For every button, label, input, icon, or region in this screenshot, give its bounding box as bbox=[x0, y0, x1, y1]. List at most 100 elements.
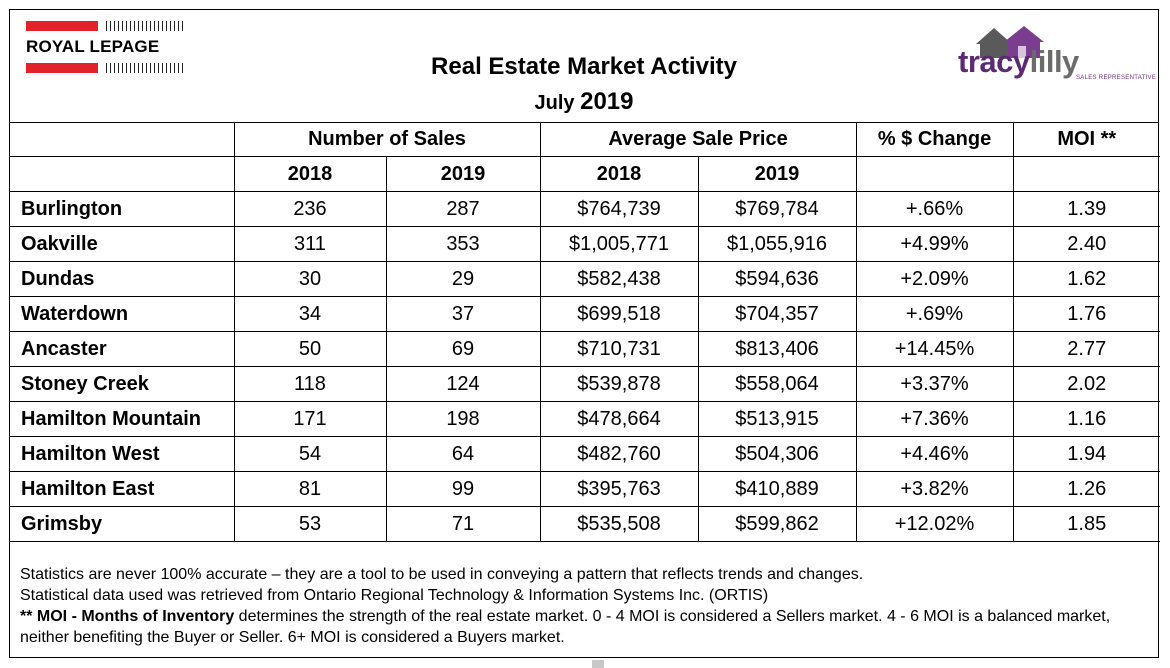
cell-sales-2019: 37 bbox=[385, 296, 541, 332]
cell-moi: 2.40 bbox=[1012, 226, 1161, 262]
cell-change: +3.37% bbox=[855, 366, 1014, 402]
cell-sales-2018: 118 bbox=[233, 366, 387, 402]
cell-sales-2018: 311 bbox=[233, 226, 387, 262]
cell-change: +.66% bbox=[855, 191, 1014, 227]
cell-price-2018: $582,438 bbox=[539, 261, 699, 297]
table-row: Oakville 311 353 $1,005,771 $1,055,916 +4.99%… bbox=[10, 226, 1161, 262]
cell-moi: 2.02 bbox=[1012, 366, 1161, 402]
cell-sales-2019: 198 bbox=[385, 401, 541, 437]
wordmark-tracy: tracy bbox=[958, 44, 1030, 79]
subtitle-year: 2019 bbox=[580, 88, 634, 115]
cell-sales-2018: 34 bbox=[233, 296, 387, 332]
cell-area: Dundas bbox=[10, 261, 235, 297]
cell-moi: 1.94 bbox=[1012, 436, 1161, 472]
cell-area: Hamilton West bbox=[10, 436, 235, 472]
cell-moi: 1.76 bbox=[1012, 296, 1161, 332]
header-number-of-sales: Number of Sales bbox=[233, 123, 541, 157]
year-header-price-2019: 2019 bbox=[697, 156, 857, 192]
cell-price-2018: $482,760 bbox=[539, 436, 699, 472]
tracy-lilly-logo: tracylilly SALES REPRESENTATIVE bbox=[958, 24, 1156, 86]
cell-area: Hamilton Mountain bbox=[10, 401, 235, 437]
logo-red-bar-bottom bbox=[26, 63, 98, 73]
note-moi: ** MOI - Months of Inventory determines … bbox=[20, 606, 1150, 648]
cell-sales-2019: 353 bbox=[385, 226, 541, 262]
table-row: Dundas 30 29 $582,438 $594,636 +2.09% 1.62 bbox=[10, 261, 1161, 297]
cell-moi: 1.26 bbox=[1012, 471, 1161, 507]
table-body: Burlington 236 287 $764,739 $769,784 +.66% 1.3… bbox=[10, 191, 1161, 542]
cell-area: Burlington bbox=[10, 191, 235, 227]
logo-ticks-bottom bbox=[106, 63, 186, 73]
cell-sales-2018: 50 bbox=[233, 331, 387, 367]
cell-price-2018: $710,731 bbox=[539, 331, 699, 367]
cell-price-2018: $764,739 bbox=[539, 191, 699, 227]
cell-sales-2019: 71 bbox=[385, 506, 541, 542]
note-accuracy: Statistics are never 100% accurate – the… bbox=[20, 566, 864, 583]
table-row: Burlington 236 287 $764,739 $769,784 +.66% 1.3… bbox=[10, 191, 1161, 227]
cell-sales-2019: 287 bbox=[385, 191, 541, 227]
market-activity-table: Number of Sales Average Sale Price % $ C… bbox=[10, 123, 1161, 542]
cell-area: Grimsby bbox=[10, 506, 235, 542]
cell-area: Waterdown bbox=[10, 296, 235, 332]
cell-change: +7.36% bbox=[855, 401, 1014, 437]
table-row: Grimsby 53 71 $535,508 $599,862 +12.02% 1.85 bbox=[10, 506, 1161, 542]
cell-change: +4.46% bbox=[855, 436, 1014, 472]
year-header-sales-2019: 2019 bbox=[385, 156, 541, 192]
cell-area: Stoney Creek bbox=[10, 366, 235, 402]
cell-price-2018: $535,508 bbox=[539, 506, 699, 542]
cell-area: Ancaster bbox=[10, 331, 235, 367]
cell-price-2019: $599,862 bbox=[697, 506, 857, 542]
cell-sales-2019: 64 bbox=[385, 436, 541, 472]
cell-change: +3.82% bbox=[855, 471, 1014, 507]
group-header-row: Number of Sales Average Sale Price % $ C… bbox=[10, 123, 1161, 157]
header-average-sale-price: Average Sale Price bbox=[539, 123, 857, 157]
logo-ticks-top bbox=[106, 21, 186, 31]
header-percent-change: % $ Change bbox=[855, 123, 1014, 157]
cell-sales-2018: 81 bbox=[233, 471, 387, 507]
note-moi-term: ** MOI - Months of Inventory bbox=[20, 608, 235, 625]
cell-price-2019: $558,064 bbox=[697, 366, 857, 402]
cell-sales-2018: 236 bbox=[233, 191, 387, 227]
year-header-price-2018: 2018 bbox=[539, 156, 699, 192]
cell-change: +.69% bbox=[855, 296, 1014, 332]
cell-sales-2019: 69 bbox=[385, 331, 541, 367]
cell-price-2018: $699,518 bbox=[539, 296, 699, 332]
wordmark-lilly: lilly bbox=[1029, 44, 1080, 79]
logo-red-bar-top bbox=[26, 21, 98, 31]
cell-price-2019: $704,357 bbox=[697, 296, 857, 332]
cell-moi: 1.39 bbox=[1012, 191, 1161, 227]
year-header-row: 2018 2019 2018 2019 bbox=[10, 156, 1161, 192]
cell-price-2018: $478,664 bbox=[539, 401, 699, 437]
header-moi: MOI ** bbox=[1012, 123, 1161, 157]
cell-price-2019: $594,636 bbox=[697, 261, 857, 297]
table-row: Hamilton East 81 99 $395,763 $410,889 +3.82% 1… bbox=[10, 471, 1161, 507]
sales-representative-tag: SALES REPRESENTATIVE bbox=[1076, 75, 1157, 81]
report-frame: ROYAL LEPAGE Real Estate Market Activity… bbox=[9, 9, 1161, 658]
header-blank bbox=[10, 123, 235, 157]
table-row: Stoney Creek 118 124 $539,878 $558,064 +3.37%… bbox=[10, 366, 1161, 402]
cell-price-2019: $410,889 bbox=[697, 471, 857, 507]
cell-price-2019: $813,406 bbox=[697, 331, 857, 367]
note-moi-definition: determines the strength of the real esta… bbox=[20, 608, 1111, 646]
report-header: ROYAL LEPAGE Real Estate Market Activity… bbox=[10, 10, 1158, 123]
cell-price-2019: $513,915 bbox=[697, 401, 857, 437]
royal-lepage-wordmark: ROYAL LEPAGE bbox=[26, 37, 160, 56]
cell-sales-2018: 171 bbox=[233, 401, 387, 437]
table-row: Ancaster 50 69 $710,731 $813,406 +14.45% 2.77 bbox=[10, 331, 1161, 367]
year-header-change-blank bbox=[855, 156, 1014, 192]
cell-price-2019: $769,784 bbox=[697, 191, 857, 227]
footnotes: Statistics are never 100% accurate – the… bbox=[20, 564, 1150, 648]
houses-icon bbox=[976, 26, 1044, 58]
cell-price-2019: $504,306 bbox=[697, 436, 857, 472]
cell-sales-2019: 124 bbox=[385, 366, 541, 402]
cell-area: Oakville bbox=[10, 226, 235, 262]
cell-moi: 1.16 bbox=[1012, 401, 1161, 437]
table-row: Hamilton Mountain 171 198 $478,664 $513,915 +… bbox=[10, 401, 1161, 437]
cell-sales-2019: 99 bbox=[385, 471, 541, 507]
cell-change: +4.99% bbox=[855, 226, 1014, 262]
cell-moi: 1.85 bbox=[1012, 506, 1161, 542]
tracy-lilly-wordmark: tracylilly bbox=[958, 44, 1079, 80]
cell-price-2018: $395,763 bbox=[539, 471, 699, 507]
cell-moi: 1.62 bbox=[1012, 261, 1161, 297]
cell-price-2019: $1,055,916 bbox=[697, 226, 857, 262]
subtitle-month: July bbox=[534, 92, 575, 114]
